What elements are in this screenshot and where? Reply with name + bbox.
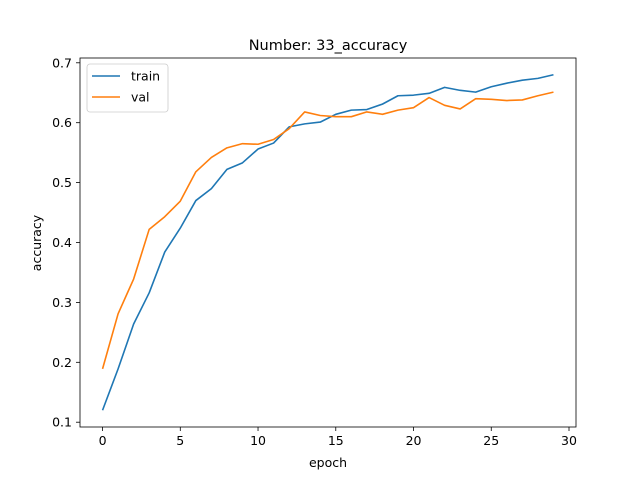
y-tick-label: 0.1 xyxy=(52,415,72,430)
y-tick-label: 0.5 xyxy=(52,175,72,190)
legend-label-train: train xyxy=(131,69,160,84)
x-tick-label: 30 xyxy=(561,433,577,448)
y-tick-label: 0.7 xyxy=(52,55,72,70)
x-tick-label: 15 xyxy=(328,433,344,448)
x-tick-label: 20 xyxy=(406,433,422,448)
y-tick-label: 0.2 xyxy=(52,355,72,370)
y-tick-label: 0.6 xyxy=(52,115,72,130)
x-tick-label: 10 xyxy=(250,433,266,448)
y-axis-label: accuracy xyxy=(29,214,44,271)
x-tick-label: 0 xyxy=(99,433,107,448)
x-tick-label: 25 xyxy=(483,433,499,448)
series-line-val xyxy=(101,91,554,370)
plot-area: 0 5 10 15 20 25 30 0.1 0.2 0.3 0.4 0.5 0.6 0.7 train va… xyxy=(52,55,577,448)
legend-label-val: val xyxy=(131,90,150,105)
x-axis-label: epoch xyxy=(309,455,347,470)
chart-title: Number: 33_accuracy xyxy=(249,38,408,54)
y-tick-label: 0.3 xyxy=(52,295,72,310)
x-tick-label: 5 xyxy=(176,433,184,448)
legend: train val xyxy=(86,63,169,113)
series-line-train xyxy=(101,73,554,411)
y-tick-label: 0.4 xyxy=(52,235,72,250)
